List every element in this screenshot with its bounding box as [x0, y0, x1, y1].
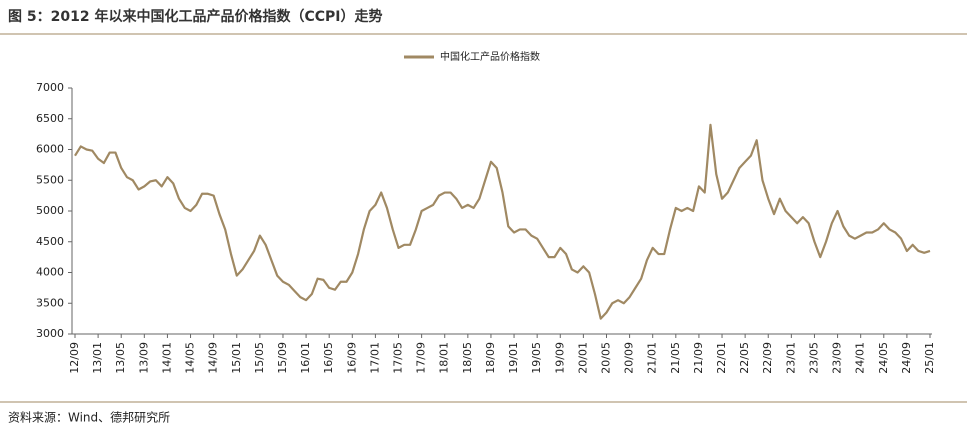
x-tick-label: 16/05 [322, 342, 335, 374]
x-tick-label: 22/05 [738, 342, 751, 374]
y-tick-label: 4500 [36, 235, 64, 248]
y-tick-label: 5500 [36, 173, 64, 186]
source: 资料来源：Wind、德邦研究所 [8, 410, 170, 425]
x-tick-label: 16/09 [345, 342, 358, 374]
x-tick-label: 20/01 [576, 342, 589, 374]
x-tick-label: 19/09 [553, 342, 566, 374]
x-tick-label: 23/01 [784, 342, 797, 374]
x-tick-label: 24/09 [900, 342, 913, 374]
x-tick-label: 14/01 [160, 342, 173, 374]
x-tick-label: 20/09 [623, 342, 636, 374]
x-tick-label: 21/05 [669, 342, 682, 374]
y-tick-label: 3000 [36, 327, 64, 340]
x-tick-label: 24/01 [854, 342, 867, 374]
x-tick-label: 18/05 [461, 342, 474, 374]
x-tick-label: 24/05 [877, 342, 890, 374]
x-tick-label: 19/01 [507, 342, 520, 374]
x-tick-label: 22/01 [715, 342, 728, 374]
x-tick-label: 14/05 [184, 342, 197, 374]
x-tick-label: 15/01 [230, 342, 243, 374]
y-tick-label: 6500 [36, 112, 64, 125]
y-tick-label: 5000 [36, 204, 64, 217]
x-tick-label: 12/09 [68, 342, 81, 374]
x-tick-label: 15/05 [253, 342, 266, 374]
x-tick-label: 13/01 [91, 342, 104, 374]
y-tick-label: 4000 [36, 266, 64, 279]
x-tick-label: 17/09 [415, 342, 428, 374]
x-tick-label: 21/09 [692, 342, 705, 374]
x-tick-label: 20/05 [599, 342, 612, 374]
legend-label: 中国化工产品价格指数 [440, 50, 540, 63]
x-tick-label: 23/05 [807, 342, 820, 374]
x-tick-label: 23/09 [831, 342, 844, 374]
x-tick-label: 21/01 [646, 342, 659, 374]
x-tick-label: 16/01 [299, 342, 312, 374]
x-tick-label: 13/05 [114, 342, 127, 374]
series-line [74, 123, 931, 320]
x-tick-label: 19/05 [530, 342, 543, 374]
x-tick-label: 18/01 [438, 342, 451, 374]
x-tick-label: 18/09 [484, 342, 497, 374]
y-tick-label: 6000 [36, 143, 64, 156]
x-tick-label: 17/05 [392, 342, 405, 374]
y-tick-label: 7000 [36, 81, 64, 94]
y-tick-label: 3500 [36, 296, 64, 309]
x-tick-label: 15/09 [276, 342, 289, 374]
x-tick-label: 17/01 [368, 342, 381, 374]
x-tick-label: 14/09 [207, 342, 220, 374]
x-tick-label: 13/09 [137, 342, 150, 374]
x-tick-label: 22/09 [761, 342, 774, 374]
x-tick-label: 25/01 [923, 342, 936, 374]
chart-title: 图 5：2012 年以来中国化工品产品价格指数（CCPI）走势 [8, 8, 382, 25]
